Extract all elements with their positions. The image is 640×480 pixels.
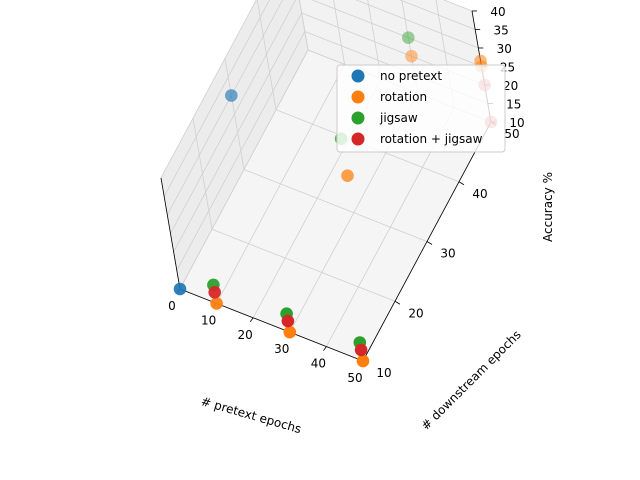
y-tick-label: 30 <box>440 247 455 261</box>
data-point-jigsaw <box>402 31 415 44</box>
x-tick-label: 50 <box>347 371 362 385</box>
data-point-rotation <box>341 169 354 182</box>
z-tick-label: 30 <box>497 42 512 56</box>
z-axis-label: Accuracy % <box>541 172 555 242</box>
legend-frame <box>336 64 506 153</box>
z-tick-label: 20 <box>503 79 518 93</box>
grid-line-z <box>173 12 303 253</box>
grid-line-y <box>243 169 428 242</box>
data-point-no-pretext <box>173 282 187 296</box>
legend-label-jigsaw: jigsaw <box>379 111 418 125</box>
grid-line-z <box>170 0 297 234</box>
legend-marker-jigsaw <box>351 111 365 125</box>
legend-marker-no-pretext <box>351 69 365 83</box>
data-point-rotation <box>283 325 297 339</box>
data-point-rotation-jigsaw <box>281 314 295 328</box>
legend-marker-rotation-jigsaw <box>351 132 365 146</box>
data-point-rotation <box>210 297 223 310</box>
y-tick-label: 50 <box>504 127 519 141</box>
y-tick-mark <box>458 181 465 186</box>
grid-line-y <box>211 228 396 302</box>
x-tick-label: 0 <box>168 299 176 313</box>
y-tick-label: 10 <box>376 366 391 380</box>
data-point-rotation-jigsaw <box>354 343 368 357</box>
z-tick-label: 35 <box>494 24 509 38</box>
legend: no pretext rotation jigsaw rotation + ji… <box>336 64 506 153</box>
x-tick-label: 40 <box>311 357 326 371</box>
x-tick-label: 20 <box>238 328 253 342</box>
y-tick-label: 40 <box>472 187 487 201</box>
x-tick-label: 10 <box>201 313 216 327</box>
grid-line-z <box>176 31 306 271</box>
grid-line-z <box>163 0 270 197</box>
data-point-rotation <box>405 49 418 63</box>
x-tick-label: 30 <box>274 342 289 356</box>
data-point-rotation <box>356 354 370 368</box>
legend-marker-rotation <box>351 90 365 104</box>
x-axis-label: # pretext epochs <box>199 394 303 436</box>
z-tick-label: 40 <box>490 5 505 19</box>
x-tick-mark <box>249 317 254 323</box>
grid-line-z <box>311 0 482 67</box>
y-tick-mark <box>394 300 401 305</box>
axis-panes <box>160 0 492 362</box>
legend-label-rotation: rotation <box>380 90 427 104</box>
legend-label-no-pretext: no pretext <box>380 69 442 83</box>
y-axis-label: # downstream epochs <box>419 328 524 433</box>
z-tick-label: 15 <box>506 98 521 112</box>
z-tick-label: 10 <box>509 116 524 130</box>
data-point-no-pretext <box>225 89 238 102</box>
grid-line-z <box>160 0 257 179</box>
x-tick-mark <box>323 346 327 351</box>
x-axis-line <box>179 288 364 362</box>
grid-line-z <box>179 49 309 290</box>
pane-edge-left <box>160 177 181 290</box>
data-point-rotation-jigsaw <box>208 286 221 299</box>
y-tick-mark <box>426 241 433 245</box>
grid-line-z <box>355 0 479 49</box>
grid-line-z <box>399 0 476 30</box>
y-tick-label: 20 <box>408 306 423 320</box>
legend-label-rotation-jigsaw: rotation + jigsaw <box>380 132 483 146</box>
